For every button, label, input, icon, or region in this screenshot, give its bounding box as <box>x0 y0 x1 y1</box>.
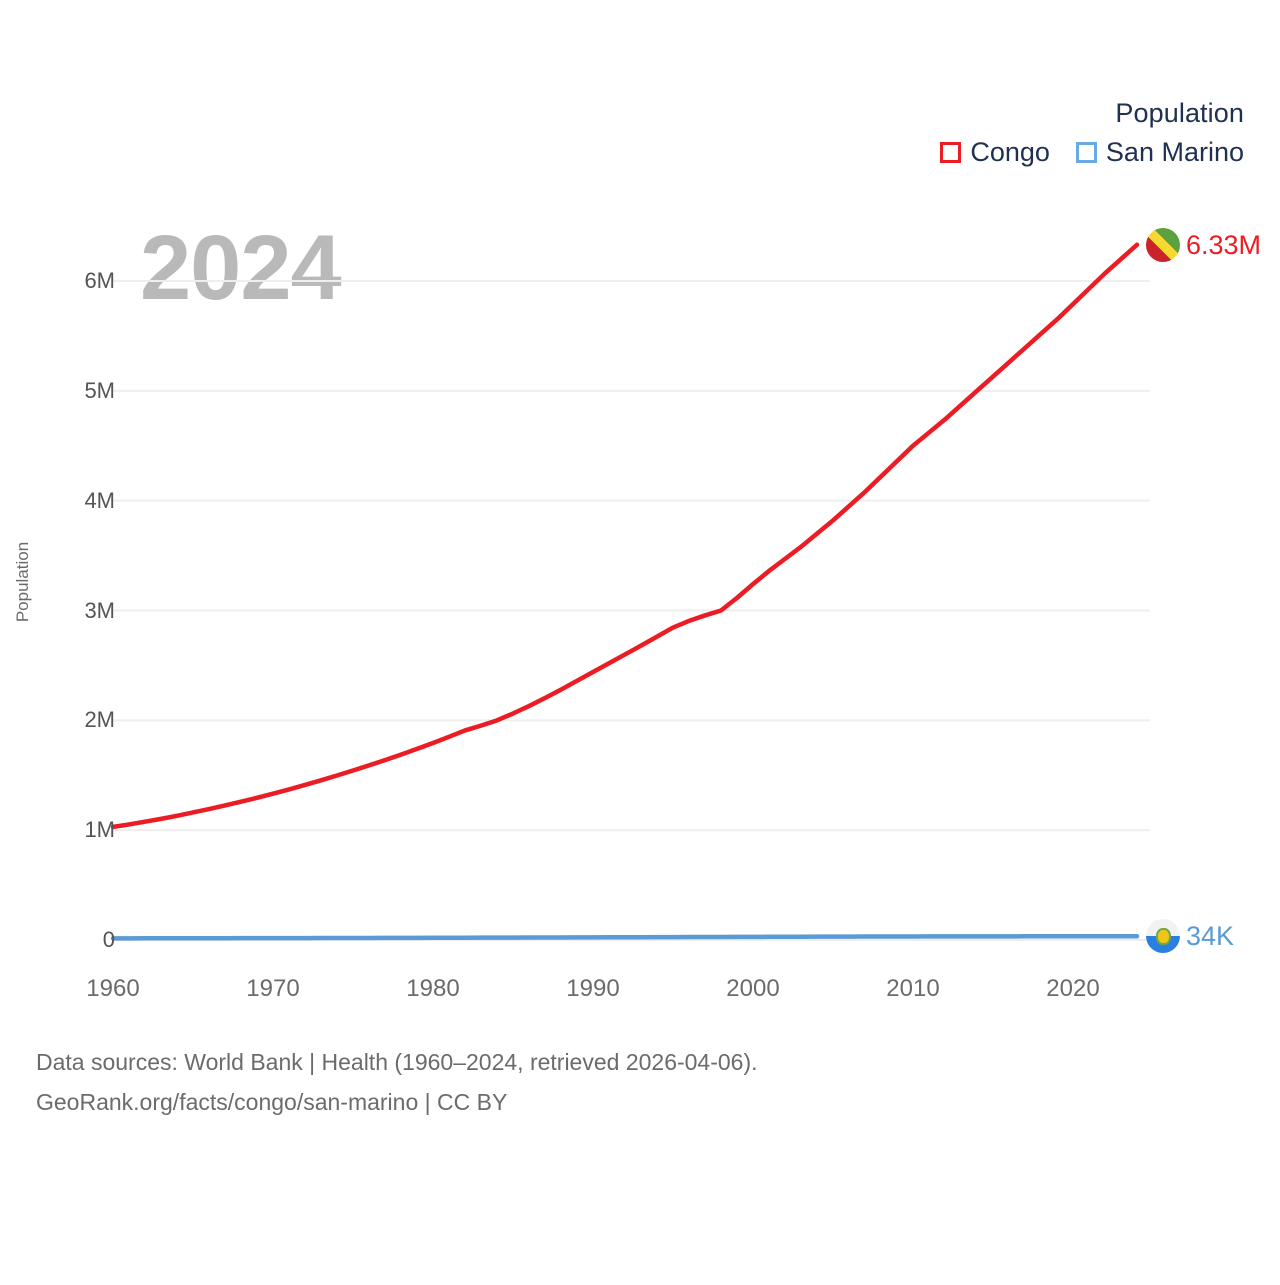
chart-legend: Population Congo San Marino <box>940 96 1244 167</box>
x-tick-1980: 1980 <box>406 975 460 1002</box>
legend-item-san-marino[interactable]: San Marino <box>1075 137 1244 167</box>
square-outline-icon <box>940 141 962 163</box>
series-line-congo <box>110 242 1140 830</box>
legend-items: Congo San Marino <box>940 137 1244 167</box>
y-tick-5M: 5M <box>84 377 115 403</box>
x-tick-2010: 2010 <box>886 975 940 1002</box>
x-tick-1970: 1970 <box>246 975 300 1002</box>
end-marker-congo[interactable]: 6.33M <box>1146 227 1262 262</box>
footer-line-attribution: GeoRank.org/facts/congo/san-marino | CC … <box>36 1089 508 1115</box>
footer-line-sources: Data sources: World Bank | Health (1960–… <box>36 1049 758 1075</box>
series-line-san-marino <box>110 934 1140 941</box>
y-tick-3M: 3M <box>84 597 115 623</box>
end-value-congo: 6.33M <box>1186 229 1262 260</box>
emblem-icon <box>1155 927 1171 945</box>
legend-item-congo[interactable]: Congo <box>940 137 1050 167</box>
x-tick-2000: 2000 <box>726 975 780 1002</box>
legend-title: Population <box>1115 98 1244 128</box>
legend-label-san-marino: San Marino <box>1105 137 1244 167</box>
y-tick-2M: 2M <box>84 707 115 733</box>
y-tick-0: 0 <box>102 927 115 952</box>
year-watermark: 2024 <box>140 217 342 319</box>
square-outline-icon <box>1075 141 1097 163</box>
y-axis-title: Population <box>13 541 32 623</box>
legend-label-congo: Congo <box>970 137 1050 167</box>
footer: Data sources: World Bank | Health (1960–… <box>36 1042 758 1122</box>
congo-flag-icon <box>1146 227 1180 262</box>
y-tick-4M: 4M <box>84 487 115 513</box>
y-tick-1M: 1M <box>84 817 115 843</box>
end-marker-san-marino[interactable]: 34K <box>1146 919 1235 954</box>
x-tick-2020: 2020 <box>1046 975 1100 1002</box>
gridlines <box>113 280 1150 941</box>
x-tick-1960: 1960 <box>86 975 140 1002</box>
san-marino-flag-icon <box>1146 919 1180 954</box>
y-tick-6M: 6M <box>84 268 115 293</box>
x-tick-1990: 1990 <box>566 975 620 1002</box>
end-value-san-marino: 34K <box>1186 921 1235 952</box>
